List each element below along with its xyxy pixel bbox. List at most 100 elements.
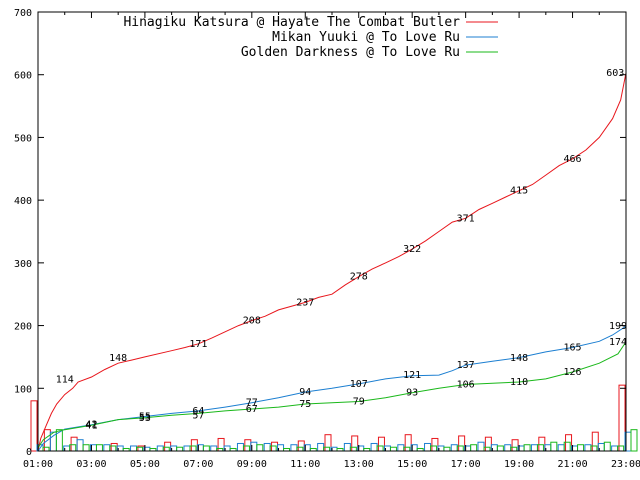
x-tick-label: 09:00 [237, 459, 267, 470]
data-label: 603 [606, 68, 624, 79]
data-label: 137 [457, 360, 475, 371]
data-label: 126 [564, 367, 582, 378]
y-tick-label: 500 [14, 133, 32, 144]
bar [443, 446, 451, 452]
data-label: 110 [510, 377, 528, 388]
data-label: 106 [457, 380, 475, 391]
x-tick-label: 15:00 [397, 459, 427, 470]
y-tick-label: 200 [14, 322, 32, 333]
x-tick-label: 11:00 [290, 459, 320, 470]
x-tick-label: 23:00 [611, 459, 640, 470]
y-tick-label: 600 [14, 71, 32, 82]
x-tick-label: 17:00 [451, 459, 481, 470]
bar [317, 442, 325, 452]
bar [424, 442, 432, 452]
data-label: 79 [353, 396, 365, 407]
bar [397, 444, 405, 452]
data-label: 55 [139, 412, 151, 423]
series-line-1 [37, 325, 627, 452]
data-label: 237 [296, 297, 314, 308]
data-label: 107 [350, 379, 368, 390]
bar [370, 442, 378, 452]
y-tick-label: 100 [14, 384, 32, 395]
bar [530, 444, 538, 452]
data-label: 114 [56, 375, 74, 386]
bar [603, 441, 611, 452]
bar [130, 445, 138, 452]
data-label: 42 [85, 420, 97, 431]
bar [76, 439, 84, 452]
bar [202, 445, 210, 452]
bar [557, 444, 565, 452]
x-tick-label: 05:00 [130, 459, 160, 470]
bars-layer [30, 384, 638, 452]
data-label: 75 [299, 399, 311, 410]
data-label: 371 [457, 213, 475, 224]
data-label: 57 [192, 410, 204, 421]
bar [496, 445, 504, 452]
y-tick-label: 400 [14, 196, 32, 207]
data-label: 199 [609, 321, 627, 332]
y-tick-label: 0 [26, 447, 32, 458]
data-label: 148 [510, 353, 528, 364]
data-label: 67 [246, 404, 258, 415]
x-tick-label: 03:00 [76, 459, 106, 470]
bar [290, 444, 298, 452]
data-label: 415 [510, 186, 528, 197]
bar [176, 446, 184, 452]
bar [630, 429, 638, 452]
bar [236, 442, 244, 452]
axes-layer: 0 100 200 300 400 500 600 700 01:00 03:00 05:00 07:… [14, 8, 640, 470]
data-label: 174 [609, 337, 627, 348]
bar [343, 442, 351, 452]
series-line-2 [37, 341, 627, 449]
y-tick-label: 700 [14, 8, 32, 19]
bar [95, 444, 103, 452]
y-tick-label: 300 [14, 259, 32, 270]
bar [611, 445, 619, 452]
data-label: 53 [139, 413, 151, 424]
data-label: 466 [564, 154, 582, 165]
data-label: 121 [403, 370, 421, 381]
data-label: 171 [189, 339, 207, 350]
legend: Hinagiku Katsura @ Hayate The Combat But… [123, 15, 498, 60]
legend-label: Mikan Yuuki @ To Love Ru [272, 30, 460, 45]
data-label: 208 [243, 316, 261, 327]
legend-label: Hinagiku Katsura @ Hayate The Combat But… [123, 15, 460, 30]
series-line-0 [37, 72, 627, 452]
x-tick-label: 21:00 [557, 459, 587, 470]
data-label: 278 [350, 272, 368, 283]
bar [256, 444, 264, 452]
data-label: 148 [109, 353, 127, 364]
bar [550, 441, 558, 452]
plot-frame [37, 11, 627, 452]
data-label: 93 [406, 388, 418, 399]
bar [470, 444, 478, 452]
x-tick-label: 19:00 [504, 459, 534, 470]
data-label: 77 [246, 398, 258, 409]
bar [618, 384, 626, 452]
x-tick-label: 07:00 [183, 459, 213, 470]
lines-layer [37, 72, 627, 452]
bar [263, 442, 271, 452]
bar [103, 444, 111, 452]
data-label: 41 [85, 420, 97, 431]
bar [523, 444, 531, 452]
data-label: 322 [403, 244, 421, 255]
legend-label: Golden Darkness @ To Love Ru [241, 45, 460, 60]
bar [183, 445, 191, 452]
bar [477, 441, 485, 452]
data-label: 94 [299, 387, 311, 398]
bar [504, 444, 512, 452]
x-tick-label: 01:00 [23, 459, 53, 470]
bar [450, 444, 458, 452]
x-tick-label: 13:00 [344, 459, 374, 470]
data-label: 64 [192, 406, 204, 417]
bar [30, 400, 38, 452]
data-labels-layer: 114 148 171 208 237 278 322 371 415 466 603 42 55 64 7… [56, 68, 627, 431]
bar [389, 446, 397, 452]
data-label: 165 [564, 343, 582, 354]
bar [82, 444, 90, 452]
bar [210, 445, 218, 452]
